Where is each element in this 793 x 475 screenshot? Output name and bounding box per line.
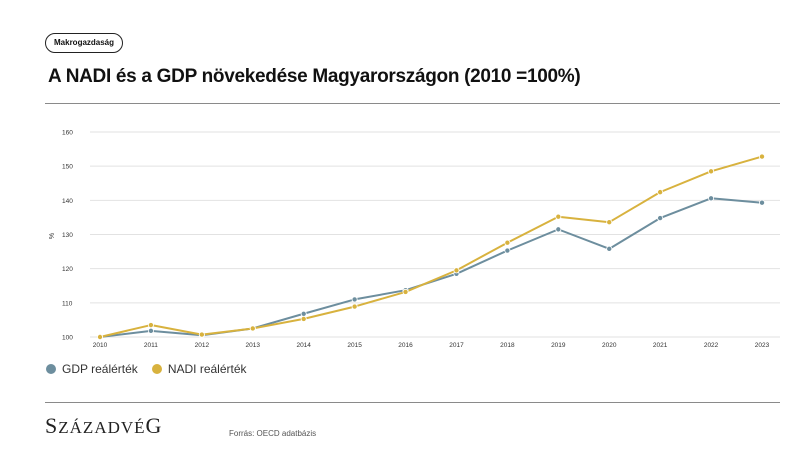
series-1-point-2022[interactable] bbox=[708, 168, 715, 175]
x-tick-2015: 2015 bbox=[347, 342, 362, 349]
y-tick-110: 110 bbox=[62, 300, 73, 307]
legend-label-nadi: NADI reálérték bbox=[167, 362, 247, 376]
bottom-divider bbox=[45, 402, 780, 403]
series-1-point-2013[interactable] bbox=[249, 325, 256, 332]
source-note: Forrás: OECD adatbázis bbox=[229, 429, 317, 438]
x-tick-2012: 2012 bbox=[195, 342, 210, 349]
series-0-point-2021[interactable] bbox=[657, 215, 664, 222]
y-tick-160: 160 bbox=[62, 130, 73, 137]
series-lines bbox=[97, 153, 766, 340]
legend-dot-gdp bbox=[46, 364, 56, 374]
series-0-point-2015[interactable] bbox=[351, 296, 358, 303]
series-1-point-2018[interactable] bbox=[504, 239, 511, 246]
x-tick-2019: 2019 bbox=[551, 342, 566, 349]
series-0-point-2020[interactable] bbox=[606, 245, 613, 252]
x-tick-2011: 2011 bbox=[144, 342, 158, 349]
series-1-point-2016[interactable] bbox=[402, 288, 409, 295]
grid-lines bbox=[90, 131, 780, 338]
y-axis-label: % bbox=[49, 233, 56, 239]
x-tick-2016: 2016 bbox=[398, 342, 413, 349]
series-0-point-2018[interactable] bbox=[504, 247, 511, 254]
series-1-point-2010[interactable] bbox=[97, 333, 104, 340]
series-line-1 bbox=[99, 155, 763, 338]
y-tick-150: 150 bbox=[62, 164, 73, 171]
top-divider bbox=[45, 103, 780, 104]
category-tag[interactable]: Makrogazdaság bbox=[45, 33, 124, 53]
series-0-point-2022[interactable] bbox=[708, 195, 715, 202]
x-tick-2017: 2017 bbox=[449, 342, 464, 349]
series-0-point-2023[interactable] bbox=[759, 199, 766, 206]
series-1-point-2011[interactable] bbox=[147, 322, 154, 329]
series-1-point-2019[interactable] bbox=[555, 213, 562, 220]
y-tick-130: 130 bbox=[62, 232, 73, 239]
series-1-point-2020[interactable] bbox=[606, 219, 613, 226]
chart-title: A NADI és a GDP növekedése Magyarországo… bbox=[48, 66, 581, 87]
legend: GDP reálérték NADI reálérték bbox=[46, 362, 247, 376]
series-0-point-2019[interactable] bbox=[555, 226, 562, 233]
x-tick-2013: 2013 bbox=[246, 342, 261, 349]
x-tick-2020: 2020 bbox=[602, 342, 617, 349]
series-1-point-2023[interactable] bbox=[759, 153, 766, 160]
series-0-point-2011[interactable] bbox=[147, 327, 154, 334]
x-tick-2023: 2023 bbox=[755, 342, 770, 349]
y-tick-120: 120 bbox=[62, 266, 73, 273]
series-1-point-2014[interactable] bbox=[300, 315, 307, 322]
series-1-point-2015[interactable] bbox=[351, 303, 358, 310]
x-tick-2022: 2022 bbox=[704, 342, 719, 349]
x-tick-2021: 2021 bbox=[653, 342, 668, 349]
x-tick-2010: 2010 bbox=[93, 342, 108, 349]
y-tick-100: 100 bbox=[62, 335, 73, 342]
legend-item-nadi[interactable]: NADI reálérték bbox=[151, 362, 247, 376]
x-tick-2014: 2014 bbox=[296, 342, 311, 349]
series-1-point-2017[interactable] bbox=[453, 267, 460, 274]
brand-logo: SZÁZADVÉG bbox=[45, 413, 163, 438]
series-0-point-2014[interactable] bbox=[300, 310, 307, 317]
legend-item-gdp[interactable]: GDP reálérték bbox=[46, 362, 138, 376]
y-tick-140: 140 bbox=[62, 198, 73, 205]
series-1-point-2021[interactable] bbox=[657, 189, 664, 196]
legend-label-gdp: GDP reálérték bbox=[62, 362, 138, 376]
x-tick-2018: 2018 bbox=[500, 342, 515, 349]
y-tick-labels: 100 110 120 130 140 150 160 bbox=[62, 130, 73, 342]
x-tick-labels: 2010 2011 2012 2013 2014 2015 2016 2017 2018 2019… bbox=[93, 342, 770, 349]
legend-dot-nadi bbox=[151, 364, 162, 374]
series-1-point-2012[interactable] bbox=[198, 331, 205, 338]
